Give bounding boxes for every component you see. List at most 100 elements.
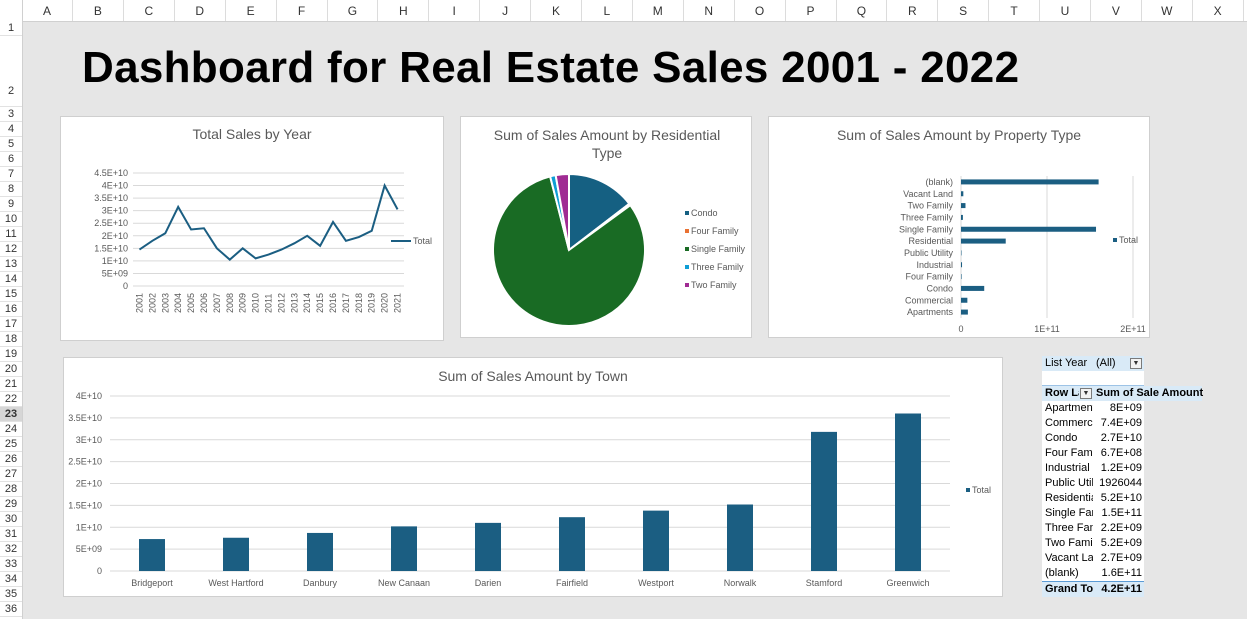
chart-title: Sum of Sales Amount by Town — [438, 368, 628, 384]
column-header-m[interactable]: M — [633, 0, 684, 21]
column-header-o[interactable]: O — [735, 0, 786, 21]
column-header-i[interactable]: I — [429, 0, 481, 21]
header-sum-of-sale-amount: Sum of Sale Amount — [1096, 387, 1204, 399]
pivot-row[interactable]: Vacant Land 2.7E+09 — [1042, 551, 1144, 567]
column-header-n[interactable]: N — [684, 0, 735, 21]
row-labels-filter-icon[interactable]: ▼ — [1080, 388, 1092, 399]
pivot-row-value: 1.5E+11 — [1101, 507, 1142, 519]
row-header-7[interactable]: 7 — [0, 167, 22, 182]
row-header-32[interactable]: 32 — [0, 542, 22, 557]
row-header-24[interactable]: 24 — [0, 422, 22, 437]
filter-dropdown-icon[interactable]: ▼ — [1130, 358, 1142, 369]
legend-marker — [685, 211, 689, 215]
pivot-row-value: 7.4E+09 — [1100, 417, 1142, 429]
column-header-d[interactable]: D — [175, 0, 226, 21]
row-header-34[interactable]: 34 — [0, 572, 22, 587]
row-header-30[interactable]: 30 — [0, 512, 22, 527]
x-tick-label: 2018 — [354, 293, 364, 313]
column-header-w[interactable]: W — [1142, 0, 1193, 21]
legend-marker — [685, 283, 689, 287]
column-header-l[interactable]: L — [582, 0, 633, 21]
column-header-e[interactable]: E — [226, 0, 277, 21]
pivot-row-label: Industrial — [1045, 462, 1090, 474]
row-header-13[interactable]: 13 — [0, 257, 22, 272]
column-header-v[interactable]: V — [1091, 0, 1142, 21]
row-header-3[interactable]: 3 — [0, 107, 22, 122]
row-header-29[interactable]: 29 — [0, 497, 22, 512]
row-header-2[interactable]: 2 — [0, 36, 22, 107]
row-header-21[interactable]: 21 — [0, 377, 22, 392]
row-header-15[interactable]: 15 — [0, 287, 22, 302]
column-header-r[interactable]: R — [887, 0, 939, 21]
column-header-f[interactable]: F — [277, 0, 328, 21]
pivot-row[interactable]: Single Family 1.5E+11 — [1042, 506, 1144, 522]
column-header-x[interactable]: X — [1193, 0, 1244, 21]
pivot-row-label: Three Family — [1045, 522, 1093, 534]
row-header-35[interactable]: 35 — [0, 587, 22, 602]
bar-vacantland — [961, 191, 964, 197]
chart-sales-by-town[interactable]: Sum of Sales Amount by Town 0 5E+09 1E+10 1… — [63, 357, 1003, 597]
row-header-33[interactable]: 33 — [0, 557, 22, 572]
row-header-18[interactable]: 18 — [0, 332, 22, 347]
row-header-1[interactable]: 1 — [0, 21, 22, 36]
pivot-row-label: Single Family — [1045, 507, 1093, 519]
column-header-h[interactable]: H — [378, 0, 430, 21]
column-header-j[interactable]: J — [480, 0, 532, 21]
x-tick-label: 2008 — [225, 293, 235, 313]
pivot-row[interactable]: Public Utility 1926044 — [1042, 476, 1144, 492]
pivot-row[interactable]: Three Family 2.2E+09 — [1042, 521, 1144, 537]
chart-total-sales-by-year[interactable]: Total Sales by Year 0 5E+09 1E+10 1.5E+10 2E… — [60, 116, 444, 341]
row-header-28[interactable]: 28 — [0, 482, 22, 497]
x-tick-label: Stamford — [806, 578, 843, 588]
row-header-36[interactable]: 36 — [0, 602, 22, 617]
pivot-row[interactable]: Commercial 7.4E+09 — [1042, 416, 1144, 432]
column-header-p[interactable]: P — [786, 0, 837, 21]
x-tick-label: 2002 — [147, 293, 157, 313]
chart-sales-by-property-type[interactable]: Sum of Sales Amount by Property Type 0 1E… — [768, 116, 1150, 338]
legend-marker — [685, 265, 689, 269]
bar-industrial — [961, 262, 963, 268]
column-header-s[interactable]: S — [938, 0, 990, 21]
row-header-14[interactable]: 14 — [0, 272, 22, 287]
pivot-row[interactable]: Four Family 6.7E+08 — [1042, 446, 1144, 462]
pivot-row[interactable]: Two Family 5.2E+09 — [1042, 536, 1144, 552]
pivot-blank-row — [1042, 371, 1144, 386]
row-header-17[interactable]: 17 — [0, 317, 22, 332]
x-tick-label: Darien — [475, 578, 502, 588]
pivot-row[interactable]: Industrial 1.2E+09 — [1042, 461, 1144, 477]
pivot-row[interactable]: Residential 5.2E+10 — [1042, 491, 1144, 507]
pivot-row[interactable]: Apartments 8E+09 — [1042, 401, 1144, 417]
row-header-16[interactable]: 16 — [0, 302, 22, 317]
column-header-a[interactable]: A — [22, 0, 73, 21]
row-header-5[interactable]: 5 — [0, 137, 22, 152]
row-header-10[interactable]: 10 — [0, 212, 22, 227]
row-header-8[interactable]: 8 — [0, 182, 22, 197]
row-header-6[interactable]: 6 — [0, 152, 22, 167]
column-header-q[interactable]: Q — [836, 0, 888, 21]
row-header-12[interactable]: 12 — [0, 242, 22, 257]
column-header-t[interactable]: T — [989, 0, 1041, 21]
row-header-26[interactable]: 26 — [0, 452, 22, 467]
column-header-u[interactable]: U — [1040, 0, 1091, 21]
row-header-27[interactable]: 27 — [0, 467, 22, 482]
row-header-20[interactable]: 20 — [0, 362, 22, 377]
column-header-k[interactable]: K — [531, 0, 582, 21]
row-header-22[interactable]: 22 — [0, 392, 22, 407]
x-tick-label: 2011 — [264, 294, 274, 313]
pivot-row-value: 2.2E+09 — [1100, 522, 1142, 534]
row-header-9[interactable]: 9 — [0, 197, 22, 212]
column-header-b[interactable]: B — [73, 0, 124, 21]
column-header-c[interactable]: C — [124, 0, 175, 21]
column-header-g[interactable]: G — [327, 0, 379, 21]
row-header-25[interactable]: 25 — [0, 437, 22, 452]
row-header-4[interactable]: 4 — [0, 122, 22, 137]
chart-sales-by-residential-type[interactable]: Sum of Sales Amount by Residential Type … — [460, 116, 752, 338]
row-header-19[interactable]: 19 — [0, 347, 22, 362]
row-header-11[interactable]: 11 — [0, 227, 22, 242]
pivot-row[interactable]: (blank) 1.6E+11 — [1042, 566, 1144, 582]
select-all-corner[interactable] — [0, 0, 23, 21]
row-header-31[interactable]: 31 — [0, 527, 22, 542]
pivot-row[interactable]: Condo 2.7E+10 — [1042, 431, 1144, 447]
row-header-23[interactable]: 23 — [0, 407, 22, 422]
